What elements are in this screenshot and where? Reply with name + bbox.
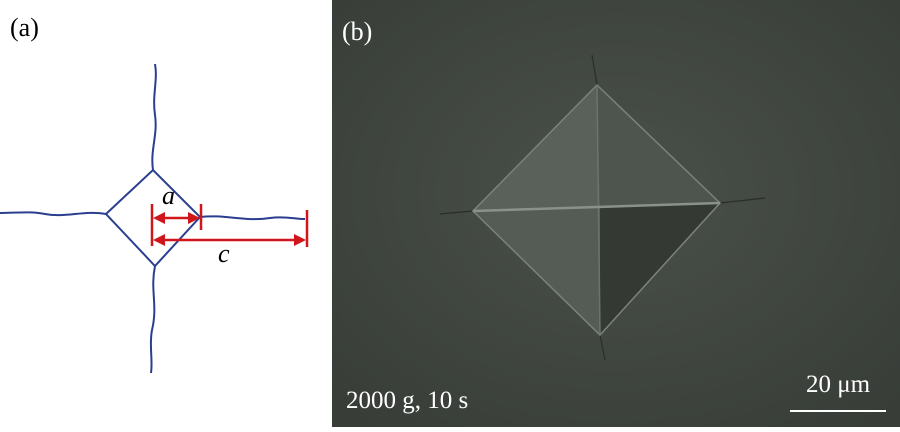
crack [149, 265, 156, 374]
crack [719, 197, 766, 204]
indent-face [597, 85, 720, 208]
crack [439, 210, 474, 215]
arrowhead [153, 212, 165, 224]
micrograph: (b) 2000 g, 10 s 20 μm [332, 0, 900, 427]
indent-ridge [596, 84, 601, 336]
condition-label: 2000 g, 10 s [346, 387, 468, 414]
arrowhead [153, 234, 165, 246]
arrowhead [294, 234, 306, 246]
crack [599, 334, 606, 361]
dimension-label: c [218, 239, 230, 268]
dimension-label: a [162, 181, 175, 210]
arrowhead [188, 212, 200, 224]
panel-label: (b) [342, 17, 372, 46]
crack [591, 54, 598, 86]
indent-ridge [472, 201, 721, 213]
panel-label: (a) [10, 13, 39, 42]
crack [0, 211, 107, 217]
crack [199, 215, 306, 221]
scale-bar-label: 20 μm [806, 371, 871, 398]
diagram: (a) a c [0, 13, 309, 374]
crack [151, 63, 157, 171]
